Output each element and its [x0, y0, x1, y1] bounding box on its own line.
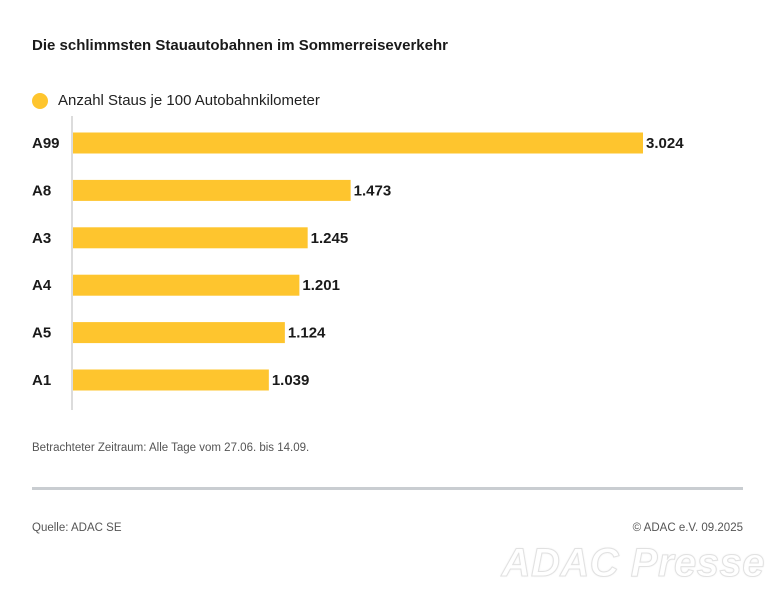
- value-label-a99: 3.024: [646, 135, 684, 152]
- legend-marker: [32, 92, 48, 109]
- category-label-a5: A5: [32, 325, 51, 342]
- category-label-a8: A8: [32, 182, 51, 199]
- value-label-a4: 1.201: [302, 277, 340, 294]
- bar-a8: [73, 179, 351, 201]
- category-label-a1: A1: [32, 372, 51, 389]
- legend-label: Anzahl Staus je 100 Autobahnkilometer: [58, 92, 320, 109]
- legend: Anzahl Staus je 100 Autobahnkilometer: [32, 92, 320, 109]
- source-text: Quelle: ADAC SE: [32, 522, 122, 534]
- category-label-a3: A3: [32, 230, 51, 247]
- footer-divider: [32, 487, 743, 490]
- chart-title: Die schlimmsten Stauautobahnen im Sommer…: [32, 37, 448, 54]
- bar-a4: [73, 274, 300, 296]
- value-label-a8: 1.473: [354, 182, 392, 199]
- watermark-logo: ADAC Presse: [501, 541, 765, 586]
- bar-a1: [73, 369, 269, 391]
- copyright-text: © ADAC e.V. 09.2025: [632, 522, 743, 534]
- value-label-a3: 1.245: [311, 230, 349, 247]
- bar-a3: [73, 227, 308, 249]
- value-label-a5: 1.124: [288, 325, 326, 342]
- category-label-a99: A99: [32, 135, 60, 152]
- category-label-a4: A4: [32, 277, 52, 294]
- bar-a99: [73, 132, 643, 154]
- value-label-a1: 1.039: [272, 372, 310, 389]
- bar-a5: [73, 322, 285, 344]
- period-note: Betrachteter Zeitraum: Alle Tage vom 27.…: [32, 442, 310, 454]
